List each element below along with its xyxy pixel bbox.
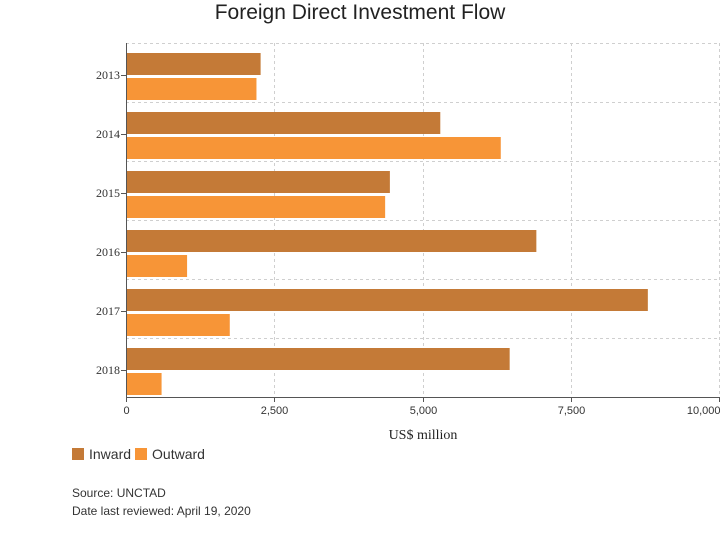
y-tick-labels: 2013 2014 2015 2016 2017 2018: [96, 68, 120, 377]
footer: Source: UNCTAD Date last reviewed: April…: [72, 484, 251, 520]
y-tick-label: 2017: [96, 304, 120, 318]
legend-swatch-inward: [72, 448, 84, 460]
bar-outward-2015[interactable]: [126, 196, 386, 218]
bar-outward-2013[interactable]: [126, 78, 257, 100]
chart-title: Foreign Direct Investment Flow: [214, 1, 506, 24]
x-tick-label: 2,500: [261, 405, 289, 417]
x-tick-label: 0: [123, 405, 129, 417]
bar-inward-2016[interactable]: [126, 230, 537, 252]
bar-inward-2018[interactable]: [126, 348, 510, 370]
x-axis-title: US$ million: [389, 428, 458, 443]
y-tick-label: 2014: [96, 127, 120, 141]
legend-label-inward: Inward: [89, 446, 132, 462]
x-tick-label: 7,500: [558, 405, 586, 417]
y-tick-label: 2013: [96, 68, 120, 82]
bar-outward-2016[interactable]: [126, 255, 188, 277]
y-tick-label: 2016: [96, 245, 120, 259]
bar-inward-2015[interactable]: [126, 171, 390, 193]
bar-inward-2017[interactable]: [126, 289, 648, 311]
date-reviewed-note: Date last reviewed: April 19, 2020: [72, 504, 251, 518]
bars: [126, 53, 648, 395]
bar-inward-2013[interactable]: [126, 53, 261, 75]
x-tick-label: 5,000: [410, 405, 438, 417]
y-tick-label: 2015: [96, 186, 120, 200]
source-note: Source: UNCTAD: [72, 486, 166, 500]
bar-inward-2014[interactable]: [126, 112, 441, 134]
legend: Inward Outward: [72, 446, 209, 462]
legend-swatch-outward: [135, 448, 148, 460]
legend-item-inward[interactable]: Inward: [72, 446, 131, 462]
axes: [121, 43, 720, 402]
x-tick-label: 10,000: [687, 405, 720, 417]
bar-outward-2014[interactable]: [126, 137, 501, 159]
legend-label-outward: Outward: [152, 446, 205, 462]
bar-outward-2018[interactable]: [126, 373, 162, 395]
y-tick-label: 2018: [96, 363, 120, 377]
bar-outward-2017[interactable]: [126, 314, 230, 336]
x-tick-labels: 0 2,500 5,000 7,500 10,000: [123, 405, 720, 417]
legend-item-outward[interactable]: Outward: [135, 446, 205, 462]
